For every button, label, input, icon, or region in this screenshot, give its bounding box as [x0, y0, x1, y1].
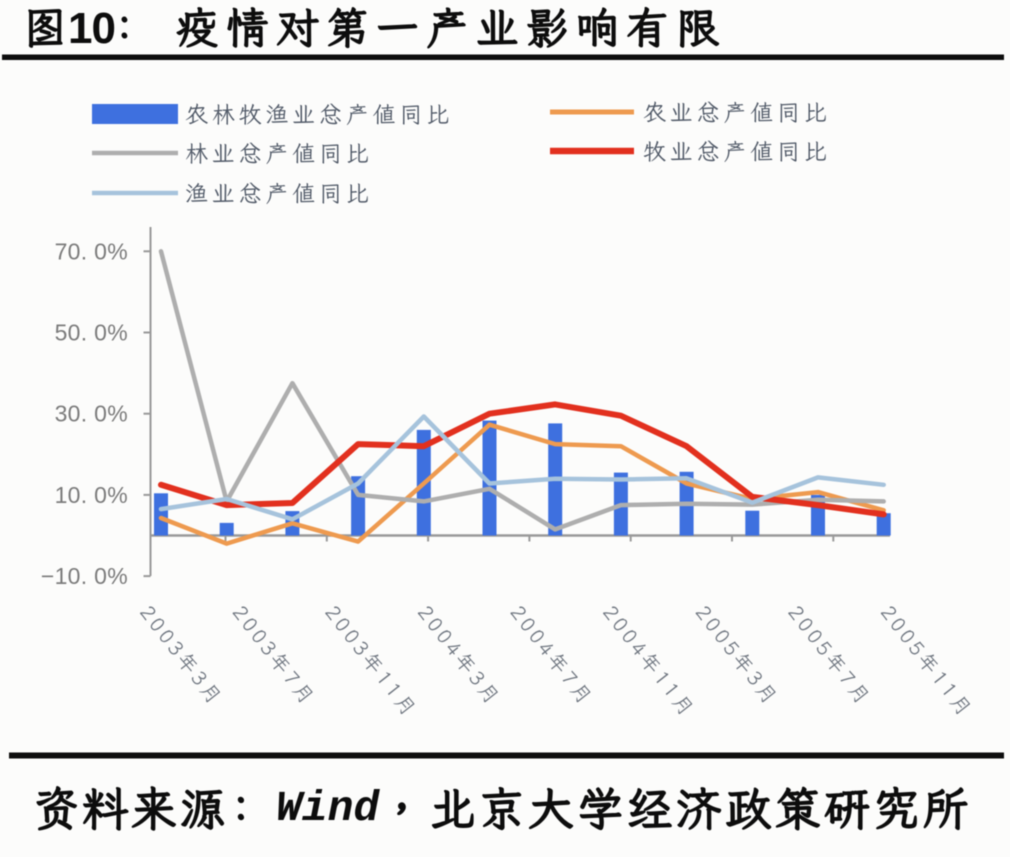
svg-text:70. 0%: 70. 0% — [55, 238, 128, 264]
svg-text:50. 0%: 50. 0% — [55, 320, 128, 346]
svg-text:−10. 0%: −10. 0% — [41, 563, 128, 589]
svg-text:Wind: Wind — [276, 784, 380, 833]
svg-text:30. 0%: 30. 0% — [55, 401, 128, 427]
svg-text:10: 10 — [68, 4, 115, 53]
svg-text:10. 0%: 10. 0% — [55, 482, 128, 508]
